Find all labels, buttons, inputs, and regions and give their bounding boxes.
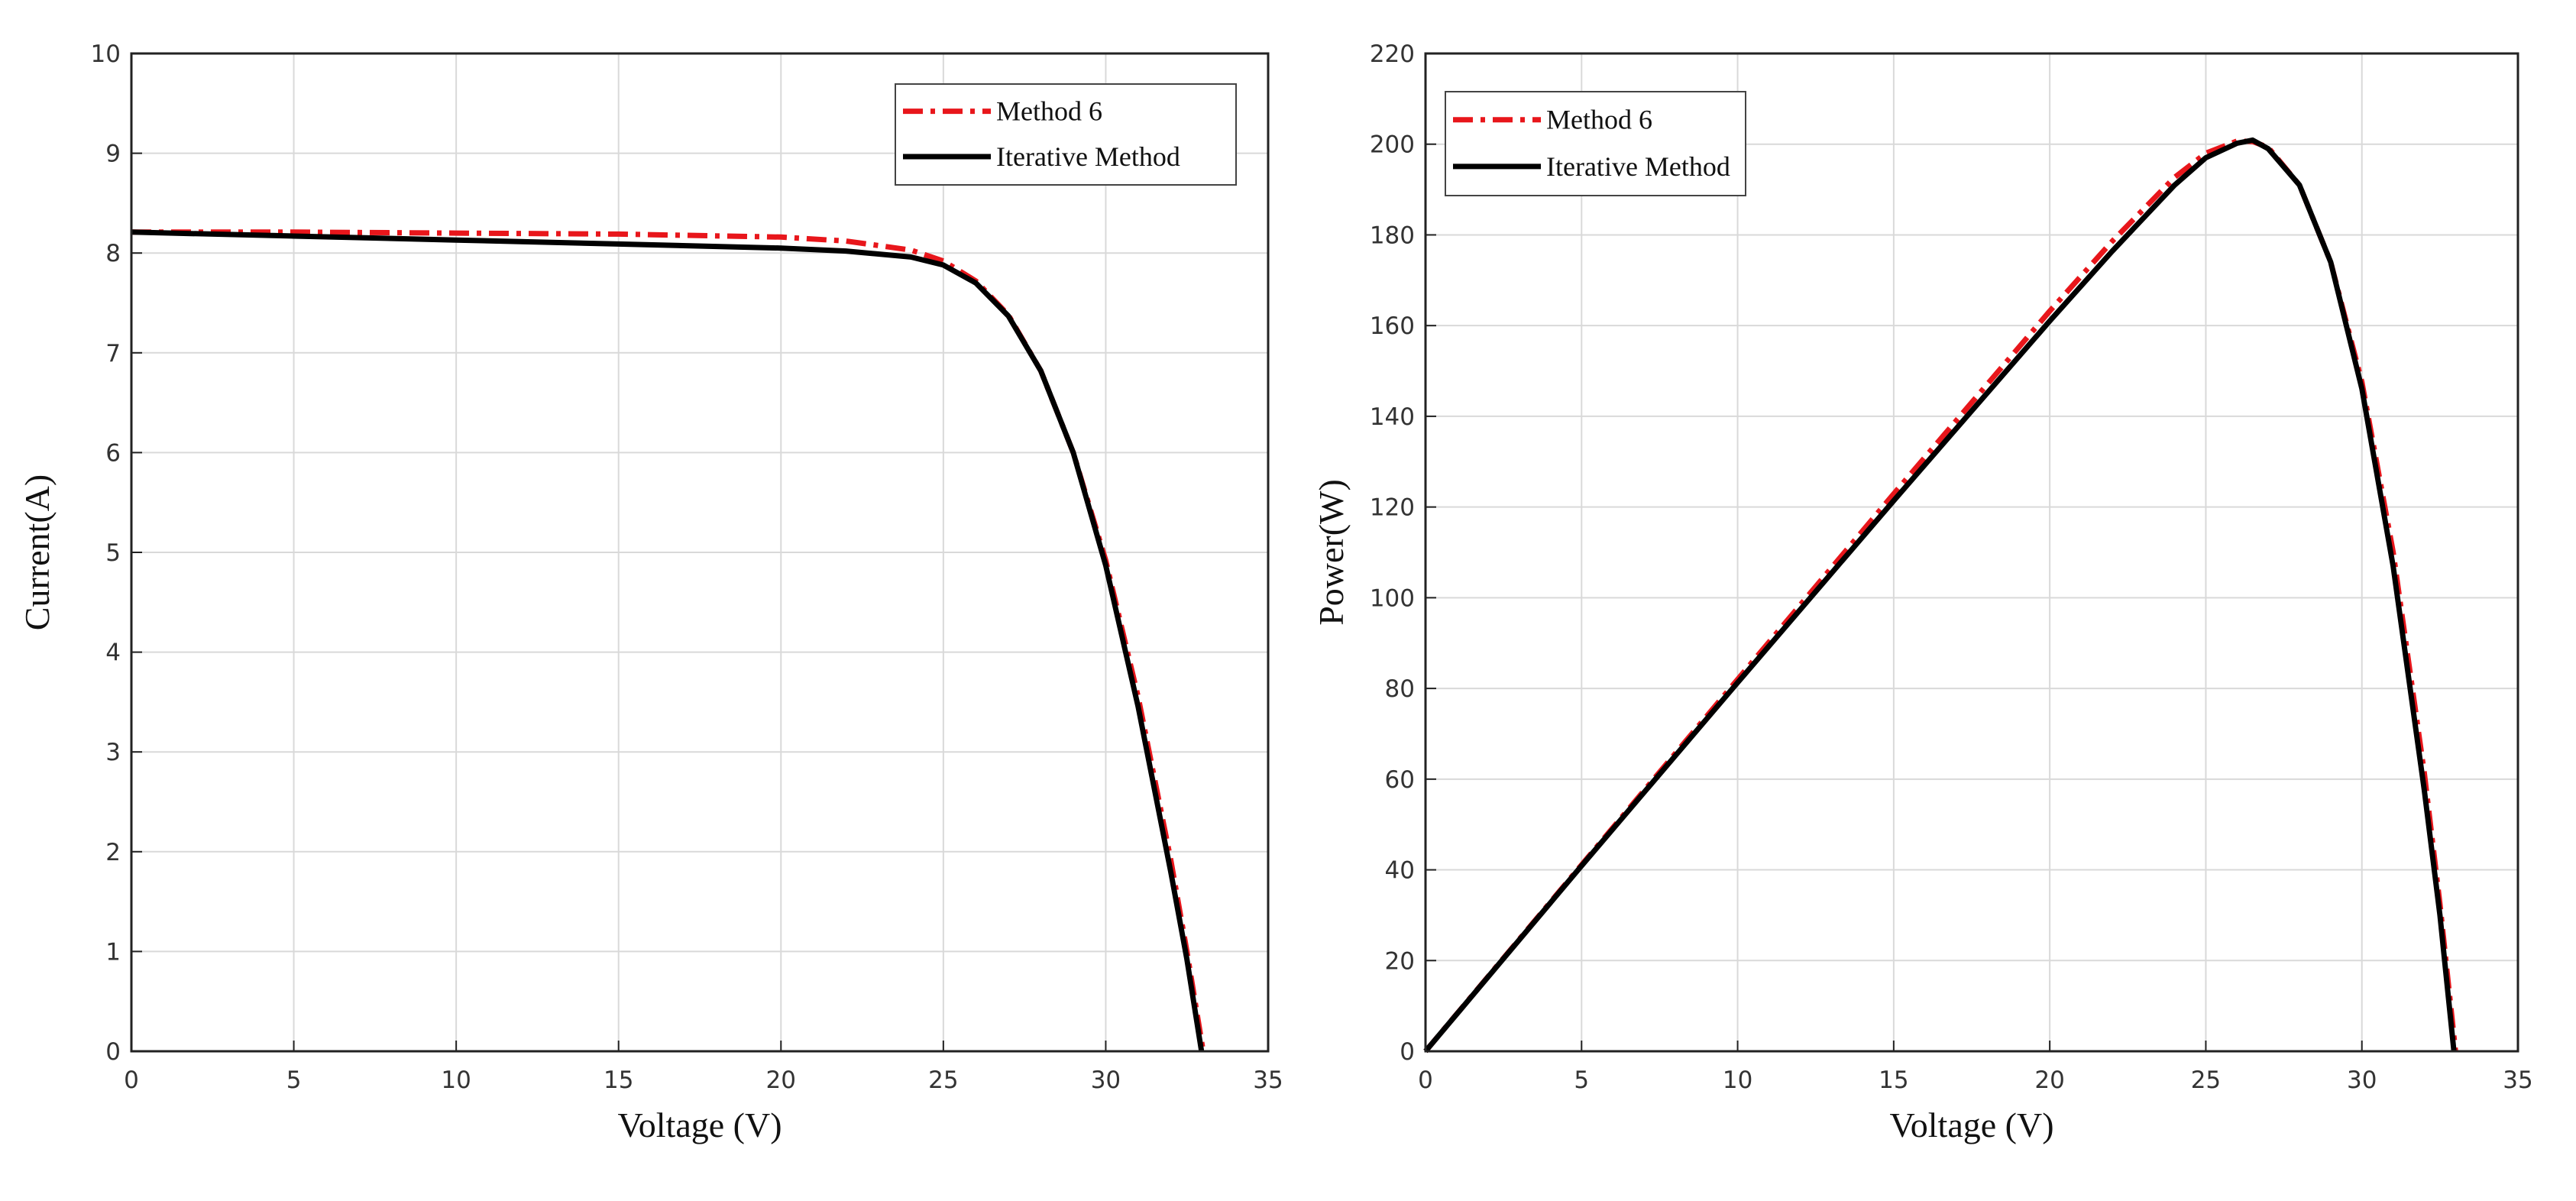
power-chart-x-tick-label: 15 xyxy=(1879,1067,1908,1094)
current-chart-y-tick-label: 3 xyxy=(105,739,121,766)
power-chart-y-tick-label: 140 xyxy=(1370,403,1415,431)
power-chart-series xyxy=(1423,137,2458,1054)
power-chart-legend-box xyxy=(1445,91,1746,196)
power-chart-frame xyxy=(1424,52,2519,1053)
power-voltage-chart: 0 5 10 15 20 25 30 35 0 20 40 60 80 100 120 140 160 180 20… xyxy=(1312,40,2533,1144)
current-voltage-chart: 0 5 10 15 20 25 30 35 0 1 2 3 4 5 6 7 8 9 10 Voltage (V) C… xyxy=(18,40,1283,1144)
power-chart-ticks: 0 5 10 15 20 25 30 35 0 20 40 60 80 100 120 140 160 180 20… xyxy=(1370,40,2533,1094)
current-chart-x-axis-label: Voltage (V) xyxy=(617,1106,782,1144)
current-chart-y-tick-label: 1 xyxy=(105,938,121,966)
power-chart-x-tick-label: 30 xyxy=(2347,1067,2377,1094)
power-chart-x-tick-label: 5 xyxy=(1574,1067,1589,1094)
current-chart-x-tick-label: 30 xyxy=(1091,1067,1121,1094)
current-chart-y-tick-label: 2 xyxy=(105,839,121,866)
current-chart-x-tick-label: 20 xyxy=(766,1067,796,1094)
current-chart-x-tick-label: 15 xyxy=(604,1067,633,1094)
current-chart-series-iterative-line xyxy=(131,229,1205,1052)
power-chart-grid xyxy=(1425,53,2519,1052)
current-chart-y-tick-label: 4 xyxy=(105,639,121,667)
power-chart-y-tick-label: 200 xyxy=(1370,131,1415,159)
power-chart-y-tick-label: 20 xyxy=(1385,947,1415,975)
current-chart-y-tick-label: 7 xyxy=(105,340,121,367)
power-chart-y-tick-label: 180 xyxy=(1370,222,1415,249)
current-chart-ticks: 0 5 10 15 20 25 30 35 0 1 2 3 4 5 6 7 8 9 10 xyxy=(91,40,1283,1094)
power-chart-y-tick-label: 120 xyxy=(1370,494,1415,522)
power-chart-x-tick-label: 20 xyxy=(2034,1067,2064,1094)
current-chart-y-tick-label: 10 xyxy=(91,40,121,68)
current-chart-y-tick-label: 8 xyxy=(105,240,121,267)
power-chart-y-tick-label: 220 xyxy=(1370,40,1415,68)
power-chart-y-tick-label: 160 xyxy=(1370,312,1415,340)
power-chart-y-tick-label: 60 xyxy=(1385,766,1415,794)
power-chart-y-tick-label: 40 xyxy=(1385,857,1415,885)
current-chart-y-tick-label: 9 xyxy=(105,141,121,168)
power-chart-x-axis-label: Voltage (V) xyxy=(1889,1106,2053,1144)
power-chart-x-tick-label: 25 xyxy=(2191,1067,2221,1094)
current-chart-x-tick-label: 35 xyxy=(1253,1067,1283,1094)
power-chart-legend-label-method6: Method 6 xyxy=(1546,105,1652,135)
current-chart-legend: Method 6 Iterative Method xyxy=(895,83,1237,186)
power-chart-legend-label-iterative: Iterative Method xyxy=(1546,151,1730,182)
power-chart-x-tick-label: 0 xyxy=(1418,1067,1433,1094)
power-chart-y-tick-label: 100 xyxy=(1370,584,1415,612)
power-chart-y-tick-label: 80 xyxy=(1385,675,1415,703)
current-chart-series xyxy=(131,229,1206,1052)
current-chart-y-tick-label: 5 xyxy=(105,539,121,567)
current-chart-x-tick-label: 5 xyxy=(286,1067,302,1094)
current-chart-y-axis-label: Current(A) xyxy=(18,474,57,630)
current-chart-legend-box xyxy=(895,83,1237,186)
power-chart-x-tick-label: 10 xyxy=(1723,1067,1752,1094)
current-chart-series-method6-line xyxy=(131,229,1206,1052)
current-chart-grid xyxy=(131,53,1269,1052)
current-chart-x-tick-label: 0 xyxy=(124,1067,139,1094)
power-chart-series-iterative-line xyxy=(1423,137,2457,1054)
power-chart-series-method6-line xyxy=(1423,138,2458,1054)
current-chart-y-tick-label: 0 xyxy=(105,1038,121,1066)
power-chart-y-tick-label: 0 xyxy=(1400,1038,1415,1066)
power-chart-y-axis-label: Power(W) xyxy=(1312,479,1351,626)
current-chart-y-tick-label: 6 xyxy=(105,439,121,467)
current-chart-legend-label-iterative: Iterative Method xyxy=(996,141,1180,172)
current-chart-x-tick-label: 25 xyxy=(928,1067,958,1094)
power-chart-legend: Method 6 Iterative Method xyxy=(1445,91,1746,196)
current-chart-x-tick-label: 10 xyxy=(441,1067,471,1094)
current-chart-legend-label-method6: Method 6 xyxy=(996,96,1102,127)
power-chart-x-tick-label: 35 xyxy=(2503,1067,2532,1094)
